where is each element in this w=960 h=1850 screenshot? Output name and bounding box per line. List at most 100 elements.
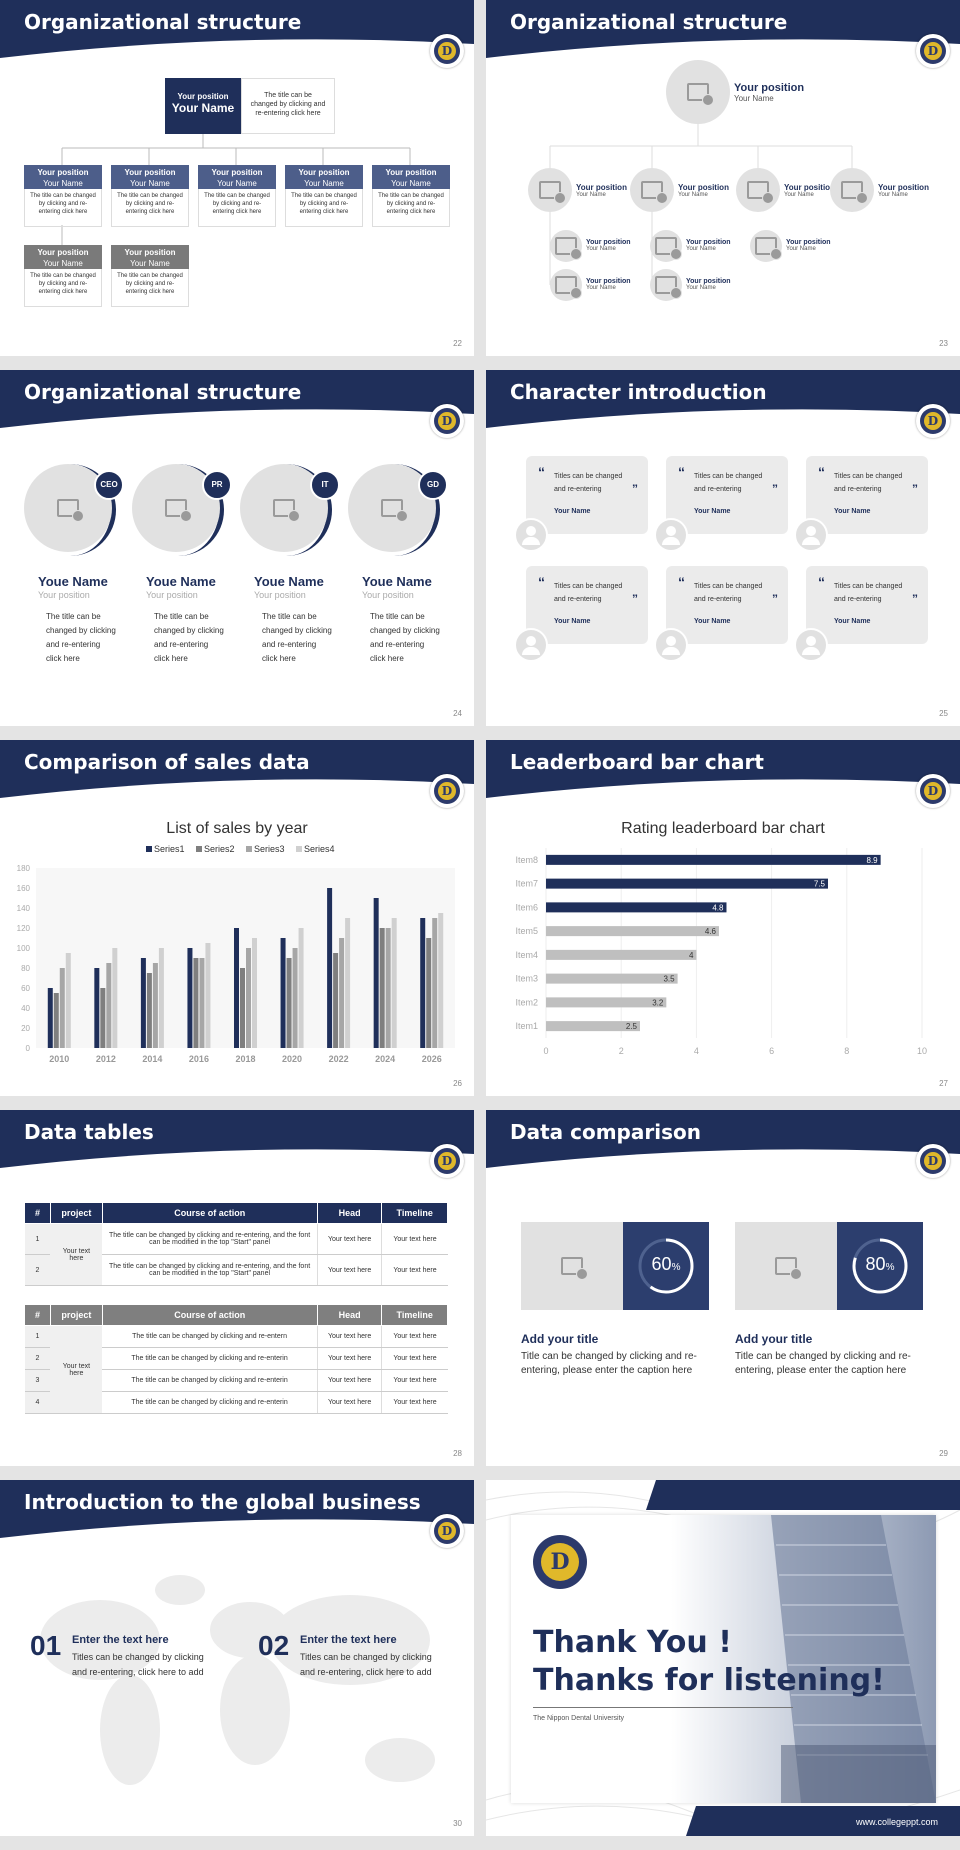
- x-tick-label: 2022: [329, 1054, 349, 1064]
- x-tick-label: 2018: [235, 1054, 255, 1064]
- avatar-icon: [514, 518, 548, 552]
- bar: [47, 988, 53, 1048]
- bar: [546, 878, 828, 889]
- node-name: Your Name: [686, 285, 716, 291]
- item-heading: Add your title: [735, 1332, 813, 1346]
- node-name: Your Name: [686, 246, 716, 252]
- row-number: 2: [24, 1347, 51, 1370]
- quote-open-icon: “: [538, 574, 545, 590]
- head-cell: Your text here: [316, 1347, 382, 1370]
- quote-text: Titles can be changed and re-entering: [554, 583, 623, 603]
- role-badge: IT: [310, 470, 340, 500]
- legend-label: Series1: [154, 844, 185, 854]
- org-member-card[interactable]: Your position Your Name The title can be c…: [24, 165, 102, 227]
- org-member-card[interactable]: Your position Your Name The title can be c…: [372, 165, 450, 227]
- item-number: 01: [30, 1630, 62, 1661]
- table-row[interactable]: 1 Your text here The title can be changed …: [24, 1325, 448, 1414]
- timeline-cell: Your text here: [381, 1254, 448, 1286]
- member-desc: The title can be changed by clicking and…: [30, 273, 96, 295]
- quote-card[interactable]: “ Titles can be changed and re-entering ” Y…: [526, 566, 648, 644]
- progress-ring: [638, 1238, 694, 1294]
- project-cell: Your text here: [50, 1223, 103, 1286]
- quote-card[interactable]: “ Titles can be changed and re-entering ” Y…: [806, 566, 928, 644]
- ring-progress: [852, 1238, 908, 1294]
- legend-label: Series2: [204, 844, 235, 854]
- image-placeholder[interactable]: [750, 230, 782, 262]
- data-label: 7.5: [814, 880, 826, 889]
- tree-node-label: Your position Your Name: [576, 183, 627, 198]
- member-name: Your Name: [43, 179, 83, 188]
- node-position: Your position: [784, 183, 835, 192]
- table-header-cell: #: [24, 1304, 51, 1326]
- university-logo-large: D: [533, 1535, 587, 1589]
- node-position: Your position: [576, 183, 627, 192]
- slide-24: Organizational structure D CEO Youe Name Y…: [0, 370, 474, 726]
- image-icon: [57, 499, 84, 522]
- bar: [112, 948, 118, 1048]
- bar: [252, 938, 257, 1048]
- quote-card[interactable]: “ Titles can be changed and re-entering ” Y…: [806, 456, 928, 534]
- tree-node-label: Your position Your Name: [878, 183, 929, 198]
- quote-close-icon: ”: [772, 482, 778, 496]
- divider: [533, 1707, 793, 1708]
- org-member-card[interactable]: Your position Your Name The title can be c…: [24, 245, 102, 307]
- x-tick-label: 0: [543, 1046, 548, 1056]
- image-placeholder[interactable]: [630, 168, 674, 212]
- website-url[interactable]: www.collegeppt.com: [855, 1817, 938, 1827]
- thanks-line-2: Thanks for listening!: [533, 1663, 885, 1698]
- image-placeholder[interactable]: [521, 1222, 623, 1310]
- bar: [438, 913, 444, 1048]
- quote-close-icon: ”: [632, 482, 638, 496]
- image-icon: [539, 181, 566, 204]
- data-label: 4: [689, 951, 694, 960]
- quote-card[interactable]: “ Titles can be changed and re-entering ” Y…: [526, 456, 648, 534]
- quote-card[interactable]: “ Titles can be changed and re-entering ” Y…: [666, 566, 788, 644]
- progress-ring: [852, 1238, 908, 1294]
- building-photo: [671, 1515, 936, 1803]
- image-placeholder[interactable]: [550, 269, 582, 301]
- image-placeholder[interactable]: [650, 269, 682, 301]
- org-member-card[interactable]: Your position Your Name The title can be c…: [285, 165, 363, 227]
- top-position-box[interactable]: Your position Your Name: [165, 78, 241, 134]
- x-tick-label: 6: [769, 1046, 774, 1056]
- table-row[interactable]: 3 The title can be changed by clicking an…: [24, 1369, 448, 1392]
- table-row[interactable]: 4 The title can be changed by clicking an…: [24, 1391, 448, 1414]
- org-member-card[interactable]: Your position Your Name The title can be c…: [111, 245, 189, 307]
- university-logo: D: [430, 404, 464, 438]
- x-tick-label: 8: [844, 1046, 849, 1056]
- image-placeholder[interactable]: [528, 168, 572, 212]
- table-header-cell: #: [24, 1202, 51, 1224]
- table-row[interactable]: 1 Your text here The title can be changed …: [24, 1223, 448, 1286]
- y-tick-label: Item5: [515, 926, 538, 936]
- table-row[interactable]: 2 The title can be changed by clicking an…: [24, 1254, 448, 1286]
- top-desc-box[interactable]: The title can be changed by clicking and…: [241, 78, 335, 134]
- photo-ring: [240, 464, 332, 556]
- x-tick-label: 4: [694, 1046, 699, 1056]
- quote-text: Titles can be changed and re-entering: [554, 473, 623, 493]
- slide-title: Organizational structure: [24, 10, 302, 34]
- y-tick-label: 100: [17, 944, 31, 953]
- image-placeholder[interactable]: [550, 230, 582, 262]
- org-member-card[interactable]: Your position Your Name The title can be c…: [111, 165, 189, 227]
- image-placeholder[interactable]: [650, 230, 682, 262]
- table-row[interactable]: 2 The title can be changed by clicking an…: [24, 1347, 448, 1370]
- bar: [146, 973, 152, 1048]
- org-member-card[interactable]: Your position Your Name The title can be c…: [198, 165, 276, 227]
- plot-area: [36, 868, 455, 1048]
- data-table: # project Course of action Head Timeline 1 You…: [24, 1304, 448, 1414]
- quote-card[interactable]: “ Titles can be changed and re-entering ” Y…: [666, 456, 788, 534]
- bar: [546, 854, 881, 865]
- image-placeholder[interactable]: [736, 168, 780, 212]
- bar: [152, 963, 158, 1048]
- percent-value: 80: [865, 1254, 886, 1274]
- quote-name: Your Name: [834, 508, 871, 515]
- image-placeholder[interactable]: [666, 60, 730, 124]
- image-placeholder[interactable]: [830, 168, 874, 212]
- quote-text: Titles can be changed and re-entering: [694, 473, 763, 493]
- action-cell: The title can be changed by clicking and…: [102, 1369, 318, 1392]
- quote-name: Your Name: [554, 618, 591, 625]
- quote-close-icon: ”: [632, 592, 638, 606]
- data-label: 3.5: [663, 975, 675, 984]
- x-tick-label: 2024: [375, 1054, 395, 1064]
- image-placeholder[interactable]: [735, 1222, 837, 1310]
